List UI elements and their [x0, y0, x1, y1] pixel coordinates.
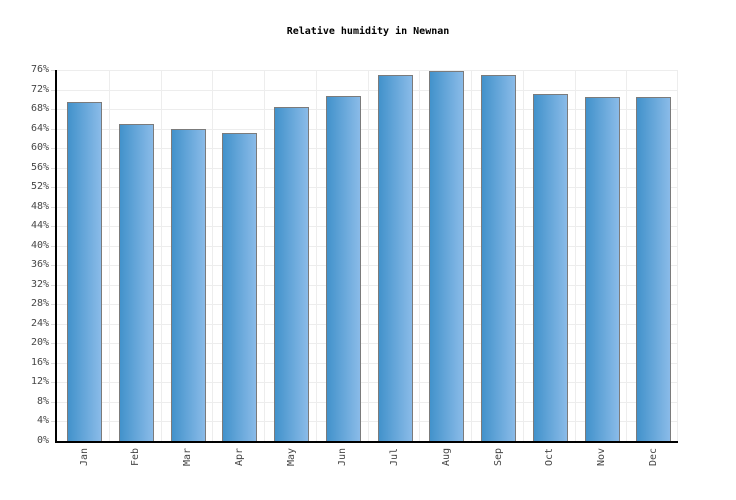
x-axis-label-apr: Apr [234, 447, 245, 467]
y-axis-label: 76% [30, 64, 49, 75]
y-axis-tick [51, 168, 55, 169]
y-axis-label: 44% [30, 220, 49, 231]
humidity-bar-nov [585, 97, 620, 441]
x-grid-line [677, 70, 678, 441]
x-axis-label-dec: Dec [648, 447, 659, 467]
y-grid-line [57, 109, 678, 110]
y-axis-label: 28% [30, 298, 49, 309]
y-grid-line [57, 265, 678, 266]
y-axis-tick [51, 129, 55, 130]
y-grid-line [57, 148, 678, 149]
plot-area [57, 70, 678, 441]
y-axis-label: 32% [30, 279, 49, 290]
y-grid-line [57, 285, 678, 286]
x-axis-label-jan: Jan [79, 447, 90, 467]
y-grid-line [57, 382, 678, 383]
y-axis-label: 0% [36, 435, 49, 446]
chart-title: Relative humidity in Newnan [286, 26, 450, 37]
y-axis-label: 40% [30, 240, 49, 251]
humidity-bar-mar [171, 129, 206, 441]
humidity-bar-aug [429, 71, 464, 441]
y-axis-label: 36% [30, 259, 49, 270]
y-axis-label: 16% [30, 357, 49, 368]
y-axis-tick [51, 246, 55, 247]
y-axis-tick [51, 109, 55, 110]
y-axis-label: 24% [30, 318, 49, 329]
humidity-bar-oct [533, 94, 568, 441]
humidity-bar-feb [119, 124, 154, 441]
y-grid-line [57, 246, 678, 247]
y-axis-tick [51, 324, 55, 325]
x-grid-line [523, 70, 524, 441]
y-axis-label: 68% [30, 103, 49, 114]
x-axis-label-jun: Jun [337, 447, 348, 467]
y-axis-tick [51, 70, 55, 71]
x-axis-label-feb: Feb [130, 447, 141, 467]
y-axis-tick [51, 265, 55, 266]
x-grid-line [316, 70, 317, 441]
y-axis-tick [51, 304, 55, 305]
x-axis-label-mar: Mar [182, 447, 193, 467]
y-axis-label: 56% [30, 162, 49, 173]
y-grid-line [57, 90, 678, 91]
x-axis-label-nov: Nov [596, 447, 607, 467]
x-axis-label-jul: Jul [389, 447, 400, 467]
x-grid-line [109, 70, 110, 441]
humidity-bar-jan [67, 102, 102, 441]
x-grid-line [626, 70, 627, 441]
y-axis-tick [51, 226, 55, 227]
y-axis-tick [51, 207, 55, 208]
x-grid-line [161, 70, 162, 441]
y-axis-label: 52% [30, 181, 49, 192]
y-axis-label: 72% [30, 84, 49, 95]
y-grid-line [57, 324, 678, 325]
y-grid-line [57, 129, 678, 130]
y-axis-tick [51, 421, 55, 422]
y-axis-line [55, 70, 57, 443]
y-axis-tick [51, 363, 55, 364]
y-axis-tick [51, 90, 55, 91]
x-grid-line [264, 70, 265, 441]
x-grid-line [212, 70, 213, 441]
humidity-bar-sep [481, 75, 516, 441]
y-axis-label: 48% [30, 201, 49, 212]
x-axis-label-sep: Sep [493, 447, 504, 467]
y-grid-line [57, 207, 678, 208]
y-axis-tick [51, 343, 55, 344]
y-axis-label: 60% [30, 142, 49, 153]
x-axis-label-aug: Aug [441, 447, 452, 467]
x-grid-line [368, 70, 369, 441]
humidity-bar-dec [636, 97, 671, 441]
y-axis-label: 20% [30, 337, 49, 348]
y-axis-label: 12% [30, 376, 49, 387]
x-grid-line [419, 70, 420, 441]
humidity-bar-jul [378, 75, 413, 441]
x-axis-label-may: May [286, 447, 297, 467]
y-grid-line [57, 187, 678, 188]
x-axis-label-oct: Oct [544, 447, 555, 467]
x-axis-line [55, 441, 678, 443]
y-grid-line [57, 363, 678, 364]
y-grid-line [57, 421, 678, 422]
y-axis-label: 4% [36, 415, 49, 426]
y-grid-line [57, 304, 678, 305]
y-grid-line [57, 168, 678, 169]
y-grid-line [57, 226, 678, 227]
y-grid-line [57, 70, 678, 71]
y-axis-tick [51, 187, 55, 188]
y-axis-tick [51, 402, 55, 403]
humidity-bar-may [274, 107, 309, 441]
y-grid-line [57, 402, 678, 403]
x-grid-line [575, 70, 576, 441]
x-grid-line [471, 70, 472, 441]
y-axis-tick [51, 382, 55, 383]
y-axis-tick [51, 148, 55, 149]
y-axis-tick [51, 285, 55, 286]
y-axis-label: 64% [30, 123, 49, 134]
humidity-bar-apr [222, 133, 257, 441]
y-grid-line [57, 343, 678, 344]
humidity-bar-jun [326, 96, 361, 441]
y-axis-label: 8% [36, 396, 49, 407]
